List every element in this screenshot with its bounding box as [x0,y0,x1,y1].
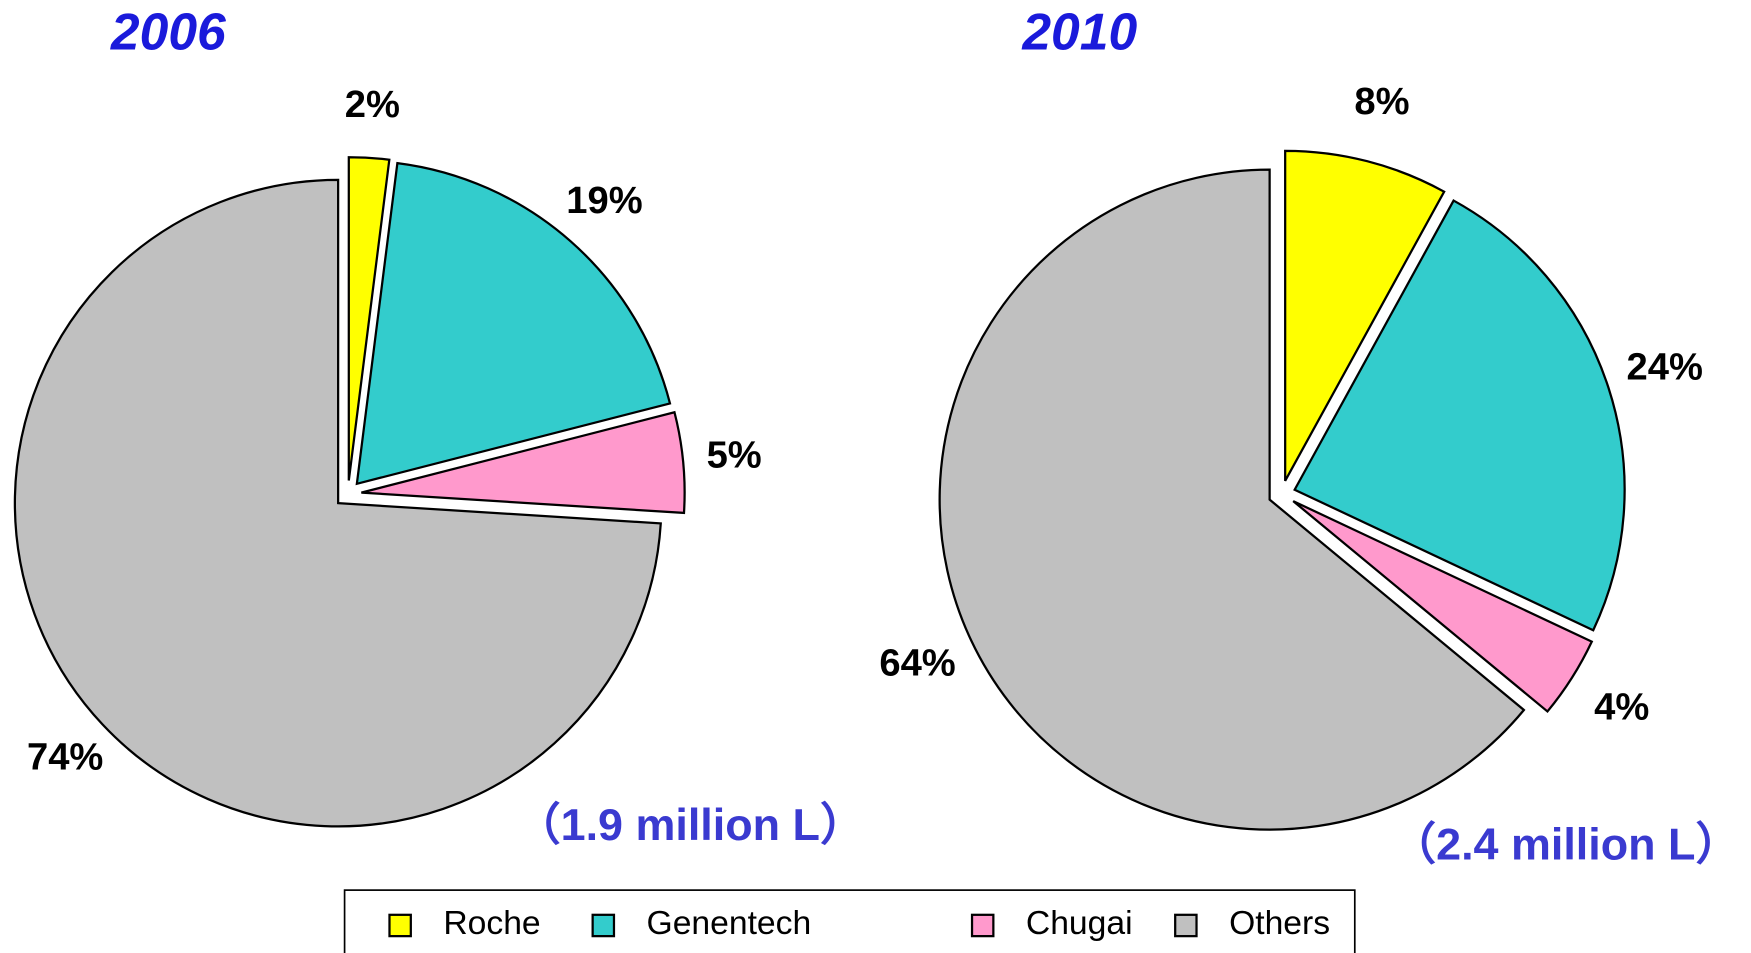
chart-subtitle: （2.4 million L） [1391,818,1740,869]
legend-label: Roche [443,905,540,942]
value-label: 5% [707,433,762,476]
legend-swatch [591,913,616,938]
chart-subtitle: （1.9 million L） [516,799,865,850]
legend-swatch [970,913,995,938]
value-label: 64% [879,641,955,684]
legend-label: Genentech [647,905,812,942]
legend-swatch [1174,913,1198,938]
pie-slice [361,410,686,515]
pie-slice [1284,149,1446,482]
pie-slice [347,156,391,481]
legend-swatch [388,913,412,938]
legend-label: Chugai [1026,905,1133,942]
pie-slice [938,168,1526,831]
value-label: 19% [566,179,642,222]
value-label: 24% [1627,346,1703,389]
value-label: 4% [1594,686,1649,729]
chart-title: 2010 [1021,3,1137,61]
pie-slice [13,178,662,828]
value-label: 8% [1354,80,1409,123]
pie-slice [1293,199,1626,632]
value-label: 74% [27,736,103,779]
pie-slice [355,161,672,486]
pie-slice [1292,500,1594,714]
value-label: 2% [345,83,400,126]
legend-label: Others [1229,905,1330,942]
chart-title: 2006 [110,3,226,61]
